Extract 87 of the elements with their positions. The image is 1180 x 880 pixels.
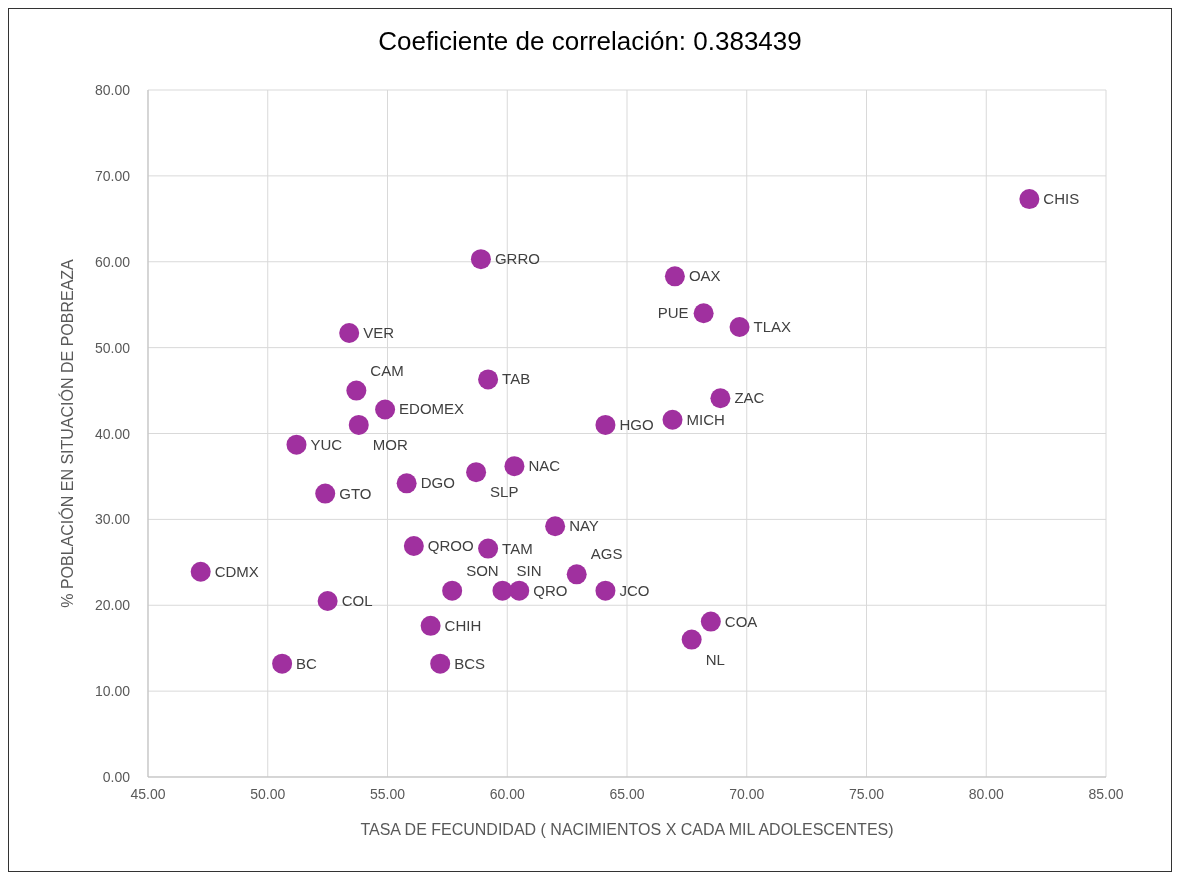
chart-title: Coeficiente de correlación: 0.383439 [378,26,802,56]
point [509,580,530,601]
point [346,380,367,401]
point [545,516,566,537]
point [420,615,441,636]
point [403,536,424,556]
point [470,249,491,270]
x-tick-label: 55.00 [369,786,406,802]
annotation: BC [296,654,318,672]
point [729,317,750,337]
point [693,303,714,324]
y-tick-label: 50.00 [94,339,131,356]
point [272,653,293,674]
x-tick-label: 60.00 [489,786,525,802]
point [396,473,417,494]
point [700,611,721,632]
point [339,323,360,344]
y-tick-label: 40.00 [94,425,131,442]
point [595,414,616,435]
y-axis-title: % POBLACIÓN EN SITUACIÓN DE POBREAZA [58,258,76,608]
y-tick-label: 20.00 [94,597,131,614]
annotation: VER [363,324,395,342]
y-tick-label: 0.00 [102,769,131,785]
annotation: TAB [502,370,531,388]
point [681,629,702,650]
annotation: AGS [590,545,623,563]
point [566,564,587,585]
x-tick-label: 80.00 [968,786,1004,802]
annotation: QROO [427,537,474,554]
point [478,369,499,390]
y-tick-label: 60.00 [94,253,131,270]
annotation: SON [466,561,499,579]
x-tick-label: 45.00 [130,786,166,802]
point [492,580,513,601]
x-tick-label: 75.00 [848,786,885,802]
point [1019,189,1040,210]
y-tick-label: 10.00 [94,683,131,700]
x-axis-title: TASA DE FECUNDIDAD ( NACIMIENTOS X CADA MIL ADOLESCENTES) [360,821,894,838]
point [190,561,211,582]
annotation: TLAX [753,318,792,336]
annotation: CHIS [1043,190,1080,208]
annotation: BCS [454,654,486,672]
x-tick-label: 65.00 [609,786,645,802]
annotation: NL [705,650,725,668]
annotation: PUE [657,304,689,322]
annotation: CHIH [444,616,482,634]
annotation: NAC [528,457,561,475]
annotation: JCO [619,581,650,599]
annotation: QRO [533,581,568,599]
annotation: EDOMEX [399,400,465,418]
point [317,590,338,611]
point [504,456,525,477]
point [710,388,731,409]
annotation: CAM [370,361,404,379]
annotation: GTO [339,484,372,502]
annotation: MICH [686,410,725,428]
annotation: TAM [502,539,533,557]
annotation: NAY [569,517,599,535]
point [348,414,369,435]
annotation: DGO [420,474,455,492]
point [430,653,451,674]
x-tick-label: 50.00 [250,786,286,802]
point [375,399,396,420]
x-tick-label: 85.00 [1088,786,1124,802]
annotation: MOR [372,435,408,453]
annotation: COA [724,612,758,630]
y-tick-label: 30.00 [94,511,131,528]
y-tick-label: 80.00 [94,82,131,98]
point [315,483,336,504]
point [442,580,463,601]
point [466,462,487,483]
y-tick-label: 70.00 [94,167,131,184]
x-tick-label: 70.00 [729,786,765,802]
annotation: YUC [310,435,343,453]
point [478,538,499,559]
annotation: SIN [516,561,542,579]
annotation: HGO [619,415,654,433]
annotation: COL [341,591,373,609]
annotation: GRRO [494,250,540,268]
annotation: OAX [688,267,721,285]
point [595,580,616,601]
annotation: SLP [490,483,519,501]
point [662,409,683,430]
annotation: CDMX [214,562,259,580]
point [286,434,307,455]
annotation: ZAC [734,389,765,407]
point [664,266,685,287]
